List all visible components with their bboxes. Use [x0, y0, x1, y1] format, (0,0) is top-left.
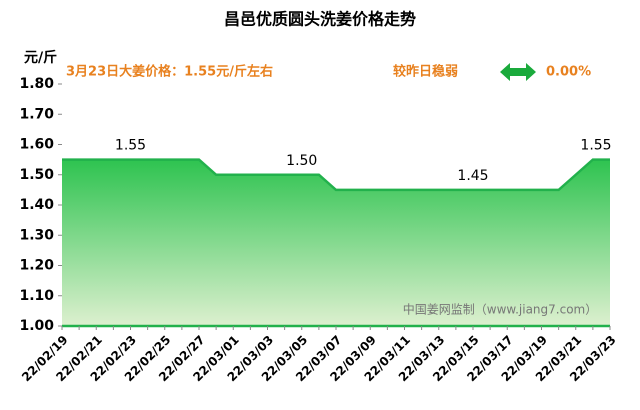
y-tick-label: 1.40: [19, 197, 54, 213]
y-tick-label: 1.00: [19, 318, 54, 334]
y-tick-label: 1.20: [19, 258, 54, 274]
flat-arrow: [500, 63, 536, 81]
y-tick-label: 1.60: [19, 137, 54, 153]
y-tick-label: 1.80: [19, 76, 54, 92]
value-label: 1.55: [580, 138, 611, 154]
y-unit: 元/斤: [24, 49, 57, 66]
annotation: 3月23日大姜价格：1.55元/斤左右: [66, 64, 273, 80]
value-label: 1.45: [457, 168, 488, 184]
area: [62, 159, 610, 326]
y-tick-label: 1.30: [19, 227, 54, 243]
y-tick-label: 1.70: [19, 106, 54, 122]
value-label: 1.50: [286, 153, 317, 169]
y-tick-label: 1.50: [19, 167, 54, 183]
chart-title: 昌邑优质圆头洗姜价格走势: [224, 10, 416, 29]
line: [62, 158, 610, 192]
watermark: 中国姜网监制（www.jiang7.com）: [403, 302, 597, 317]
y-tick-label: 1.10: [19, 288, 54, 304]
change-text: 较昨日稳弱: [393, 64, 458, 80]
change-value: 0.00%: [546, 65, 591, 80]
value-label: 1.55: [115, 138, 146, 154]
